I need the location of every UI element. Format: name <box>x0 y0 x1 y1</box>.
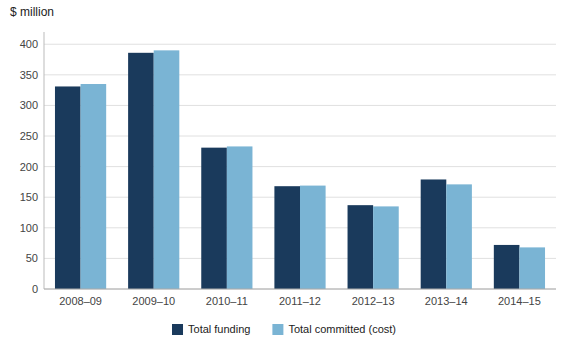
bars <box>55 50 545 289</box>
x-tick-label: 2012–13 <box>352 295 395 307</box>
legend-swatch <box>172 324 183 335</box>
x-tick-label: 2008–09 <box>59 295 102 307</box>
grid-line <box>44 136 556 137</box>
grid-line <box>44 166 556 167</box>
bar <box>519 247 545 289</box>
grid-line <box>44 105 556 106</box>
page: {"chart_data": {"type": "bar", "ylabel":… <box>0 0 568 347</box>
legend-item: Total funding <box>172 323 250 335</box>
bar <box>201 148 227 289</box>
bar <box>55 86 81 289</box>
bar <box>348 205 374 289</box>
y-tick-label: 250 <box>20 130 38 142</box>
y-tick-label: 400 <box>20 38 38 50</box>
chart-container: $ million 0 50 100 150 200 250 300 350 400 2008–09… <box>0 0 568 347</box>
y-tick-label: 350 <box>20 69 38 81</box>
legend-label: Total committed (cost) <box>288 323 396 335</box>
y-tick-label: 300 <box>20 99 38 111</box>
bar <box>300 186 326 289</box>
grid-line <box>44 289 556 290</box>
grid <box>44 44 556 289</box>
y-tick-label: 100 <box>20 222 38 234</box>
chart-svg: $ million 0 50 100 150 200 250 300 350 400 2008–09… <box>0 0 568 347</box>
bar <box>421 179 447 289</box>
y-axis-label: $ million <box>10 5 54 19</box>
x-tick-label: 2010–11 <box>206 295 248 307</box>
bar <box>81 84 107 289</box>
y-tick-label: 0 <box>32 283 38 295</box>
bar <box>446 184 472 289</box>
x-tick-label: 2011–12 <box>279 295 321 307</box>
grid-line <box>44 74 556 75</box>
x-tick-label: 2013–14 <box>425 295 468 307</box>
legend-label: Total funding <box>188 323 250 335</box>
bar <box>227 146 253 289</box>
background <box>0 0 568 347</box>
legend-item: Total committed (cost) <box>272 323 396 335</box>
bar <box>154 50 180 289</box>
x-tick-label: 2009–10 <box>132 295 175 307</box>
bar <box>274 186 300 289</box>
bar <box>494 245 520 289</box>
bar <box>128 53 154 289</box>
legend-swatch <box>272 324 283 335</box>
y-tick-label: 50 <box>26 252 38 264</box>
y-tick-label: 150 <box>20 191 38 203</box>
grid-line <box>44 44 556 45</box>
bar <box>373 206 399 289</box>
x-axis-line <box>44 289 556 290</box>
y-axis-line <box>44 32 45 289</box>
x-tick-label: 2014–15 <box>498 295 541 307</box>
y-tick-label: 200 <box>20 161 38 173</box>
legend: Total funding Total committed (cost) <box>172 323 396 335</box>
